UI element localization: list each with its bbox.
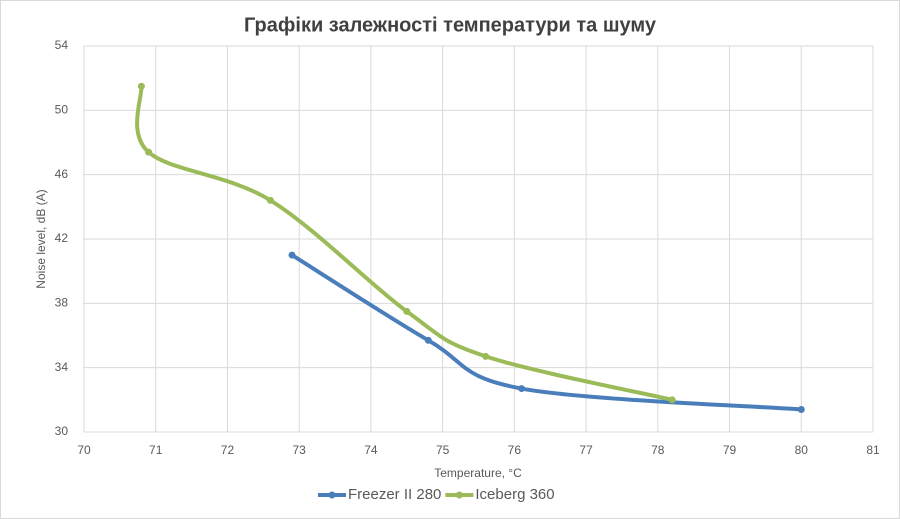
legend-marker: [455, 491, 463, 499]
data-point: [403, 307, 411, 315]
y-tick-label: 54: [55, 38, 69, 52]
y-tick-label: 50: [55, 103, 69, 117]
data-point: [797, 405, 805, 413]
x-tick-label: 81: [866, 443, 880, 457]
y-tick-label: 46: [55, 167, 69, 181]
x-tick-label: 75: [436, 443, 450, 457]
data-point: [668, 396, 676, 404]
x-axis-label: Temperature, °C: [434, 466, 522, 480]
data-point: [137, 82, 145, 90]
data-point: [518, 385, 526, 393]
chart-title: Графіки залежності температури та шуму: [244, 14, 657, 36]
x-tick-label: 80: [795, 443, 809, 457]
legend-label: Iceberg 360: [475, 486, 554, 503]
data-point: [288, 251, 296, 259]
y-tick-label: 34: [55, 360, 69, 374]
x-tick-label: 79: [723, 443, 737, 457]
series-line: [290, 253, 804, 412]
x-tick-label: 71: [149, 443, 163, 457]
x-tick-label: 70: [77, 443, 91, 457]
y-tick-label: 42: [55, 231, 69, 245]
x-tick-label: 76: [508, 443, 522, 457]
y-tick-label: 30: [55, 424, 69, 438]
data-point: [145, 148, 153, 156]
x-tick-label: 77: [579, 443, 593, 457]
y-tick-label: 38: [55, 296, 69, 310]
data-point: [424, 336, 432, 344]
x-tick-label: 72: [221, 443, 235, 457]
legend-label: Freezer II 280: [348, 486, 441, 503]
y-axis-label: Noise level, dB (A): [34, 189, 48, 288]
data-point: [266, 196, 274, 204]
legend: Freezer II 280 Iceberg 360: [318, 486, 555, 503]
x-tick-label: 78: [651, 443, 665, 457]
x-tick-label: 74: [364, 443, 378, 457]
data-point: [482, 352, 490, 360]
legend-marker: [328, 491, 336, 499]
x-tick-label: 73: [293, 443, 307, 457]
